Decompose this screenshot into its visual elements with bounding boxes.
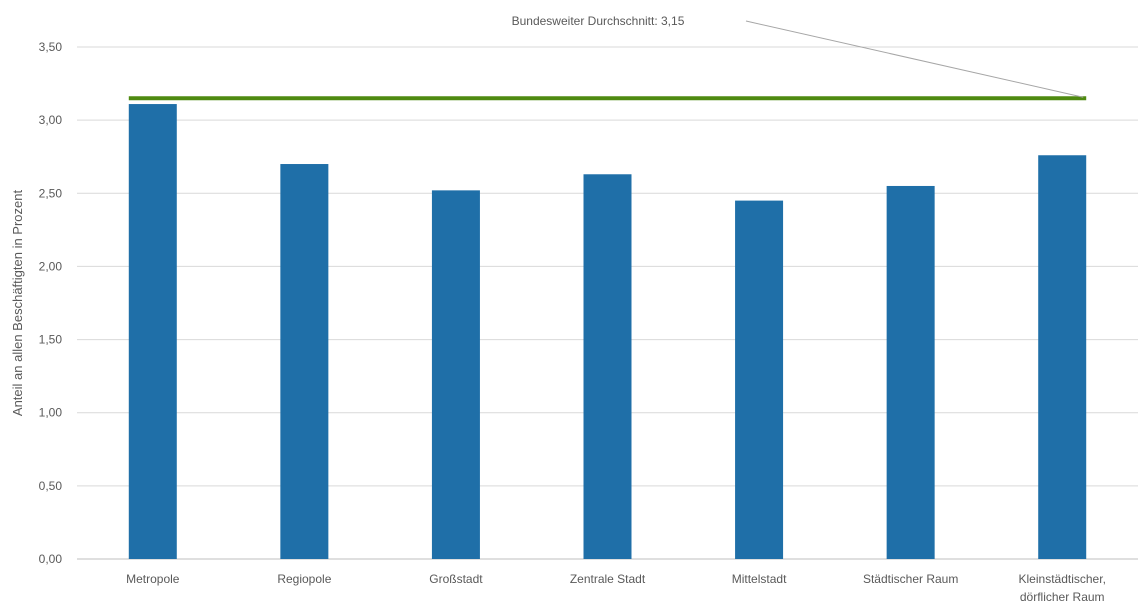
bars-group xyxy=(128,104,1087,560)
x-category-label: Kleinstädtischer, dörflicher Raum xyxy=(1019,572,1106,604)
average-annotation: Bundesweiter Durchschnitt: 3,15 xyxy=(512,14,685,28)
x-category-label: Mittelstadt xyxy=(732,572,787,586)
bar xyxy=(1038,155,1087,559)
x-category-label: Zentrale Stadt xyxy=(570,572,646,586)
bar xyxy=(583,174,632,560)
x-category-label: Metropole xyxy=(126,572,180,586)
y-axis-title: Anteil an allen Beschäftigten in Prozent xyxy=(10,190,25,417)
y-tick-label: 1,50 xyxy=(39,333,63,347)
annotation-leader-line xyxy=(745,20,1084,98)
y-tick-label: 2,00 xyxy=(39,259,63,273)
y-tick-label: 2,50 xyxy=(39,186,63,200)
y-tick-label: 0,50 xyxy=(39,479,63,493)
y-axis-ticks: 0,00 0,50 1,00 1,50 2,00 2,50 3,00 3,50 xyxy=(39,40,63,566)
bar xyxy=(431,190,480,560)
y-tick-label: 3,00 xyxy=(39,113,63,127)
bar xyxy=(128,104,177,560)
y-tick-label: 3,50 xyxy=(39,40,63,54)
x-category-label: Großstadt xyxy=(429,572,483,586)
y-tick-label: 0,00 xyxy=(39,552,63,566)
average-line-group: Bundesweiter Durchschnitt: 3,15 xyxy=(128,14,1087,101)
x-category-label: Regiopole xyxy=(277,572,331,586)
bar xyxy=(735,200,784,559)
bar xyxy=(886,185,935,559)
x-category-label: Städtischer Raum xyxy=(863,572,958,586)
bar xyxy=(280,164,329,559)
y-tick-label: 1,00 xyxy=(39,406,63,420)
x-axis-categories: Metropole Regiopole Großstadt Zentrale Stad… xyxy=(126,572,1106,604)
